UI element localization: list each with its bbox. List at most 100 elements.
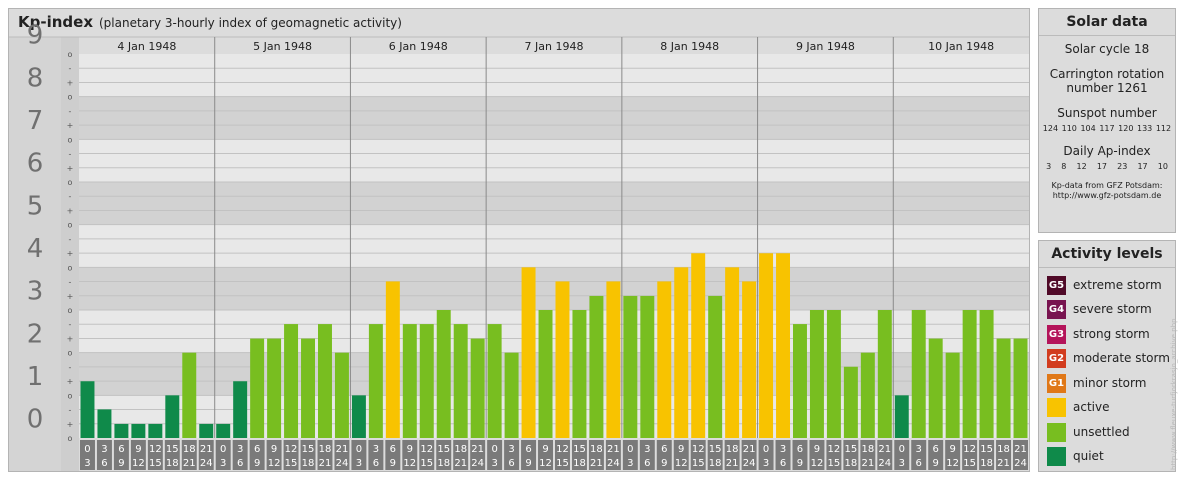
kp-bar [80, 381, 95, 438]
ap-value: 17 [1137, 162, 1148, 171]
interval-start-label: 21 [200, 444, 213, 455]
interval-end-label: 15 [828, 458, 841, 469]
legend-swatch-g3: G3 [1047, 324, 1066, 344]
legend-item-unsettled: unsettled [1047, 422, 1130, 442]
interval-end-label: 15 [149, 458, 162, 469]
interval-end-label: 12 [675, 458, 688, 469]
y-minor-tick-label: o [68, 178, 73, 187]
day-label: 4 Jan 1948 [117, 40, 176, 53]
kp-bar [996, 338, 1011, 438]
interval-box [521, 440, 537, 470]
interval-box [215, 440, 231, 470]
interval-end-label: 12 [268, 458, 281, 469]
interval-start-label: 12 [149, 444, 162, 455]
interval-box [113, 440, 129, 470]
interval-box [232, 440, 248, 470]
y-minor-tick-label: + [67, 206, 74, 215]
interval-box [538, 440, 553, 470]
grid-band [79, 224, 1029, 268]
chart-subtitle: (planetary 3-hourly index of geomagnetic… [99, 16, 402, 30]
kp-bar [148, 423, 163, 438]
interval-end-label: 21 [590, 458, 603, 469]
interval-start-label: 6 [661, 444, 667, 455]
interval-start-label: 6 [118, 444, 124, 455]
interval-end-label: 3 [491, 458, 497, 469]
interval-box [673, 440, 689, 470]
interval-box [198, 440, 214, 470]
kp-bar [419, 324, 434, 438]
kp-bar [979, 310, 994, 438]
interval-start-label: 6 [254, 444, 260, 455]
ap-value: 8 [1061, 162, 1067, 171]
kp-bar [708, 295, 723, 438]
interval-end-label: 3 [763, 458, 769, 469]
ap-index-values: 3 8 12 17 23 17 10 [1039, 158, 1175, 171]
interval-start-label: 15 [980, 444, 993, 455]
interval-end-label: 18 [845, 458, 858, 469]
interval-box [130, 440, 146, 470]
carrington-line2: number 1261 [1066, 81, 1148, 95]
sunspot-value: 104 [1080, 124, 1096, 133]
y-axis-major-column [9, 37, 61, 471]
legend-swatch-unsettled [1047, 422, 1066, 442]
day-label: 5 Jan 1948 [253, 40, 312, 53]
kp-bar [114, 423, 129, 438]
sunspot-values: 124 110 104 117 120 133 112 [1039, 120, 1175, 133]
interval-start-label: 9 [407, 444, 413, 455]
interval-start-label: 12 [285, 444, 298, 455]
ap-value: 10 [1157, 162, 1168, 171]
kp-bar [351, 395, 366, 438]
interval-end-label: 9 [390, 458, 396, 469]
legend-item-active: active [1047, 397, 1109, 417]
kp-bar [725, 267, 740, 438]
kp-bar [318, 324, 332, 438]
interval-box [860, 440, 876, 470]
interval-start-label: 15 [845, 444, 858, 455]
kp-bar [368, 324, 383, 438]
kp-bar [945, 352, 960, 438]
interval-start-label: 9 [271, 444, 277, 455]
kp-bar [182, 352, 197, 438]
interval-start-label: 3 [644, 444, 650, 455]
kp-bar [402, 324, 417, 438]
interval-start-label: 9 [542, 444, 548, 455]
interval-box [334, 440, 350, 470]
interval-box [877, 440, 893, 470]
grid-band [79, 96, 1029, 140]
interval-box [419, 440, 435, 470]
y-minor-tick-label: o [68, 434, 73, 443]
kp-bar [267, 338, 282, 438]
kp-bar [742, 281, 757, 438]
sunspot-label: Sunspot number [1057, 106, 1157, 120]
legend-swatch-g4: G4 [1047, 299, 1066, 319]
interval-end-label: 24 [336, 458, 349, 469]
interval-box [724, 440, 740, 470]
kp-bar [793, 324, 807, 438]
interval-box [487, 440, 503, 470]
interval-box [368, 440, 384, 470]
legend-item-minor-storm: G1 minor storm [1047, 373, 1146, 393]
kp-bar [131, 423, 146, 438]
interval-end-label: 24 [1014, 458, 1027, 469]
y-minor-tick-label: + [67, 292, 74, 301]
y-minor-tick-label: o [68, 50, 73, 59]
interval-box [249, 440, 265, 470]
interval-box [639, 440, 655, 470]
kp-bar [911, 310, 926, 438]
interval-end-label: 12 [539, 458, 552, 469]
interval-end-label: 6 [916, 458, 922, 469]
solar-cycle: Solar cycle 18 [1064, 42, 1150, 56]
interval-end-label: 3 [627, 458, 633, 469]
activity-levels-panel: Activity levels G5 extreme storm G4 seve… [1038, 240, 1176, 472]
kp-bar [385, 281, 400, 438]
interval-box [351, 440, 367, 470]
sunspot-value: 133 [1137, 124, 1153, 133]
y-minor-tick-label: - [69, 235, 72, 244]
interval-start-label: 12 [692, 444, 705, 455]
kp-bar [1013, 338, 1028, 438]
ap-value: 17 [1096, 162, 1107, 171]
sunspot-value: 110 [1061, 124, 1077, 133]
interval-start-label: 18 [319, 444, 332, 455]
interval-start-label: 15 [166, 444, 179, 455]
interval-box [402, 440, 418, 470]
